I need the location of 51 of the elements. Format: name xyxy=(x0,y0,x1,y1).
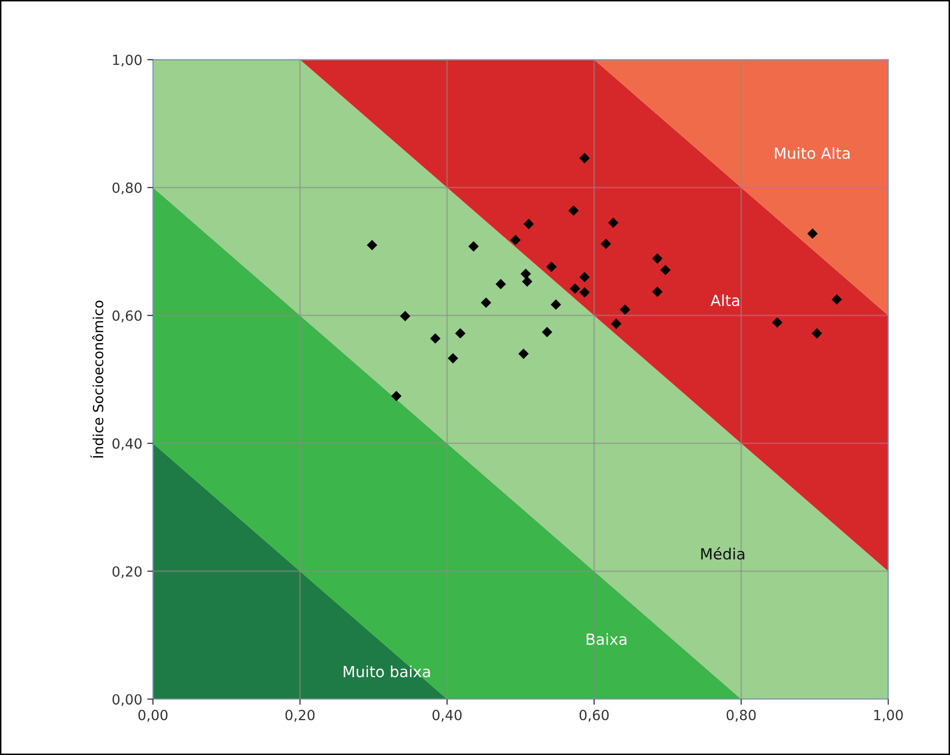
x-tick-label: 0,40 xyxy=(432,710,462,722)
point xyxy=(550,299,562,310)
point xyxy=(660,264,671,276)
point xyxy=(468,241,479,252)
point xyxy=(523,218,534,230)
point xyxy=(652,253,663,264)
point xyxy=(400,310,410,322)
series-label: Muito Alta xyxy=(775,147,850,159)
point xyxy=(772,317,782,328)
y-tick-label: 0,60 xyxy=(112,310,142,322)
point xyxy=(620,304,630,315)
point xyxy=(579,152,590,164)
point xyxy=(610,318,622,329)
series-label: Baixa xyxy=(586,633,626,645)
y-tick-label: 0,80 xyxy=(112,182,142,194)
point xyxy=(496,278,506,290)
point xyxy=(391,390,402,402)
point xyxy=(522,276,532,287)
point xyxy=(448,353,458,364)
y-tick-label: 0,00 xyxy=(112,694,142,706)
point xyxy=(568,205,579,216)
x-tick-label: 0,60 xyxy=(580,710,609,722)
point xyxy=(579,272,590,282)
x-tick-label: 0,80 xyxy=(726,710,756,722)
series-label: Muito baixa xyxy=(344,666,430,678)
y-tick-label: 1,00 xyxy=(113,54,142,67)
point xyxy=(480,297,492,308)
point xyxy=(518,348,529,360)
point xyxy=(579,287,590,298)
series-label: Alta xyxy=(710,294,740,306)
point xyxy=(812,328,822,339)
point xyxy=(366,240,378,250)
point xyxy=(600,238,612,250)
y-tick-label: 0,20 xyxy=(112,566,142,578)
point xyxy=(520,268,531,280)
x-tick-label: 1,00 xyxy=(874,710,903,722)
point xyxy=(652,286,663,297)
x-tick-label: 0,20 xyxy=(285,710,315,722)
point xyxy=(542,326,552,338)
point xyxy=(455,328,466,339)
point xyxy=(608,218,618,228)
y-axis-title: Índice Socioeconômico xyxy=(90,300,104,458)
series-label: Média xyxy=(701,547,744,560)
point xyxy=(570,283,580,294)
point xyxy=(510,234,521,246)
point xyxy=(430,333,440,344)
point xyxy=(807,228,818,239)
y-tick-label: 0,40 xyxy=(112,438,142,450)
point xyxy=(832,294,842,305)
x-tick-label: 0,00 xyxy=(138,710,168,722)
point xyxy=(546,262,557,272)
